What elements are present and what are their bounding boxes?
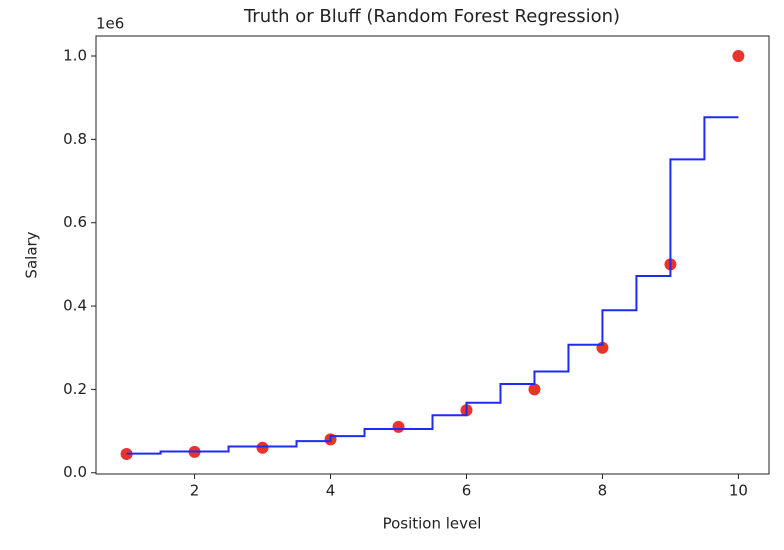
y-tick-label: 0.4 — [63, 297, 87, 315]
data-point — [528, 383, 541, 396]
x-axis-label: Position level — [383, 515, 482, 533]
y-tick-label: 0.2 — [63, 380, 87, 398]
y-axis-label: Salary — [23, 231, 41, 278]
y-tick-label: 0.8 — [63, 130, 87, 148]
data-point — [732, 50, 745, 63]
y-offset-label: 1e6 — [96, 15, 124, 33]
data-point — [392, 420, 405, 433]
chart-title: Truth or Bluff (Random Forest Regression… — [243, 6, 620, 27]
y-tick-label: 1.0 — [63, 47, 87, 65]
x-tick-label: 6 — [462, 482, 472, 500]
y-tick-label: 0.0 — [63, 463, 87, 481]
x-tick-label: 10 — [729, 482, 748, 500]
prediction-line — [126, 116, 739, 455]
y-tick-label: 0.6 — [63, 213, 87, 231]
data-point — [256, 441, 269, 454]
x-tick-label: 8 — [598, 482, 608, 500]
x-tick-label: 4 — [326, 482, 336, 500]
plot-frame — [95, 35, 770, 475]
x-tick-label: 2 — [190, 482, 200, 500]
